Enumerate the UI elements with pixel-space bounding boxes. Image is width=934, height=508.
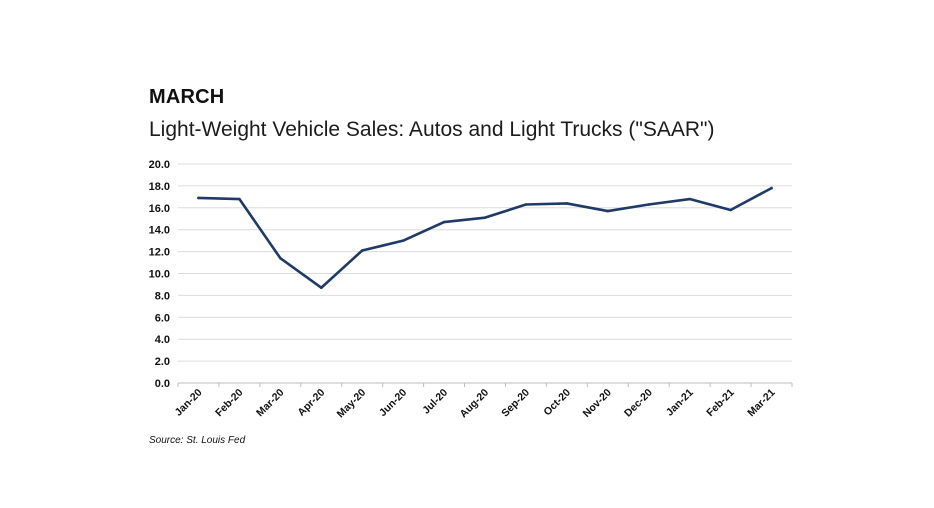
series-line [197, 186, 773, 290]
y-tick-label: 20.0 [149, 159, 170, 171]
x-tick-label: Nov-20 [581, 387, 614, 420]
y-tick-label: 8.0 [155, 290, 170, 302]
data-point [197, 196, 200, 200]
y-tick-label: 18.0 [149, 181, 170, 193]
data-point [360, 249, 364, 252]
y-tick-label: 14.0 [149, 225, 170, 237]
data-point [238, 197, 241, 201]
data-point [319, 286, 323, 290]
section-label: MARCH [149, 86, 225, 108]
x-tick-label: Jan-20 [173, 387, 205, 419]
gridlines [178, 163, 792, 362]
x-tick-label: Mar-20 [254, 387, 287, 420]
x-tick-label: Oct-20 [541, 387, 573, 419]
x-tick-label: Feb-21 [704, 387, 737, 420]
data-point [279, 256, 282, 260]
y-tick-labels: 0.0 2.0 4.0 6.0 8.0 10.0 12.0 14.0 16.0 18.0 20.0 [149, 159, 170, 390]
x-tick-label: Jul-20 [420, 387, 450, 417]
data-point [442, 220, 446, 224]
data-point [647, 203, 651, 206]
data-point [729, 208, 732, 212]
y-tick-label: 4.0 [155, 334, 170, 346]
data-point [565, 202, 569, 205]
source-note: Source: St. Louis Fed [149, 435, 246, 446]
y-tick-label: 0.0 [155, 378, 170, 390]
chart-title: Light-Weight Vehicle Sales: Autos and Li… [149, 118, 715, 141]
data-point [401, 239, 405, 242]
axes [177, 382, 793, 387]
x-tick-label: Mar-21 [745, 387, 778, 420]
x-tick-label: Sep-20 [499, 387, 532, 420]
x-tick-label: Dec-20 [622, 387, 655, 420]
y-tick-label: 10.0 [149, 269, 170, 281]
data-point [688, 197, 691, 201]
data-point [606, 209, 610, 213]
y-tick-label: 12.0 [149, 247, 170, 259]
x-tick-label: Apr-20 [295, 387, 327, 419]
x-tick-label: Jan-21 [664, 387, 696, 419]
y-tick-label: 16.0 [149, 203, 170, 215]
x-tick-label: Aug-20 [457, 387, 491, 421]
data-point [770, 186, 773, 190]
x-tick-label: Feb-20 [213, 387, 246, 420]
x-tick-labels: Jan-20 Feb-20 Mar-20 Apr-20 May-20 Jun-20 Jul-… [173, 387, 778, 421]
data-series [197, 186, 773, 290]
data-point [524, 203, 528, 206]
x-tick-label: May-20 [335, 387, 369, 421]
data-point [483, 216, 487, 219]
y-tick-label: 6.0 [155, 312, 170, 324]
x-tick-label: Jun-20 [377, 387, 410, 420]
y-tick-label: 2.0 [155, 356, 170, 368]
